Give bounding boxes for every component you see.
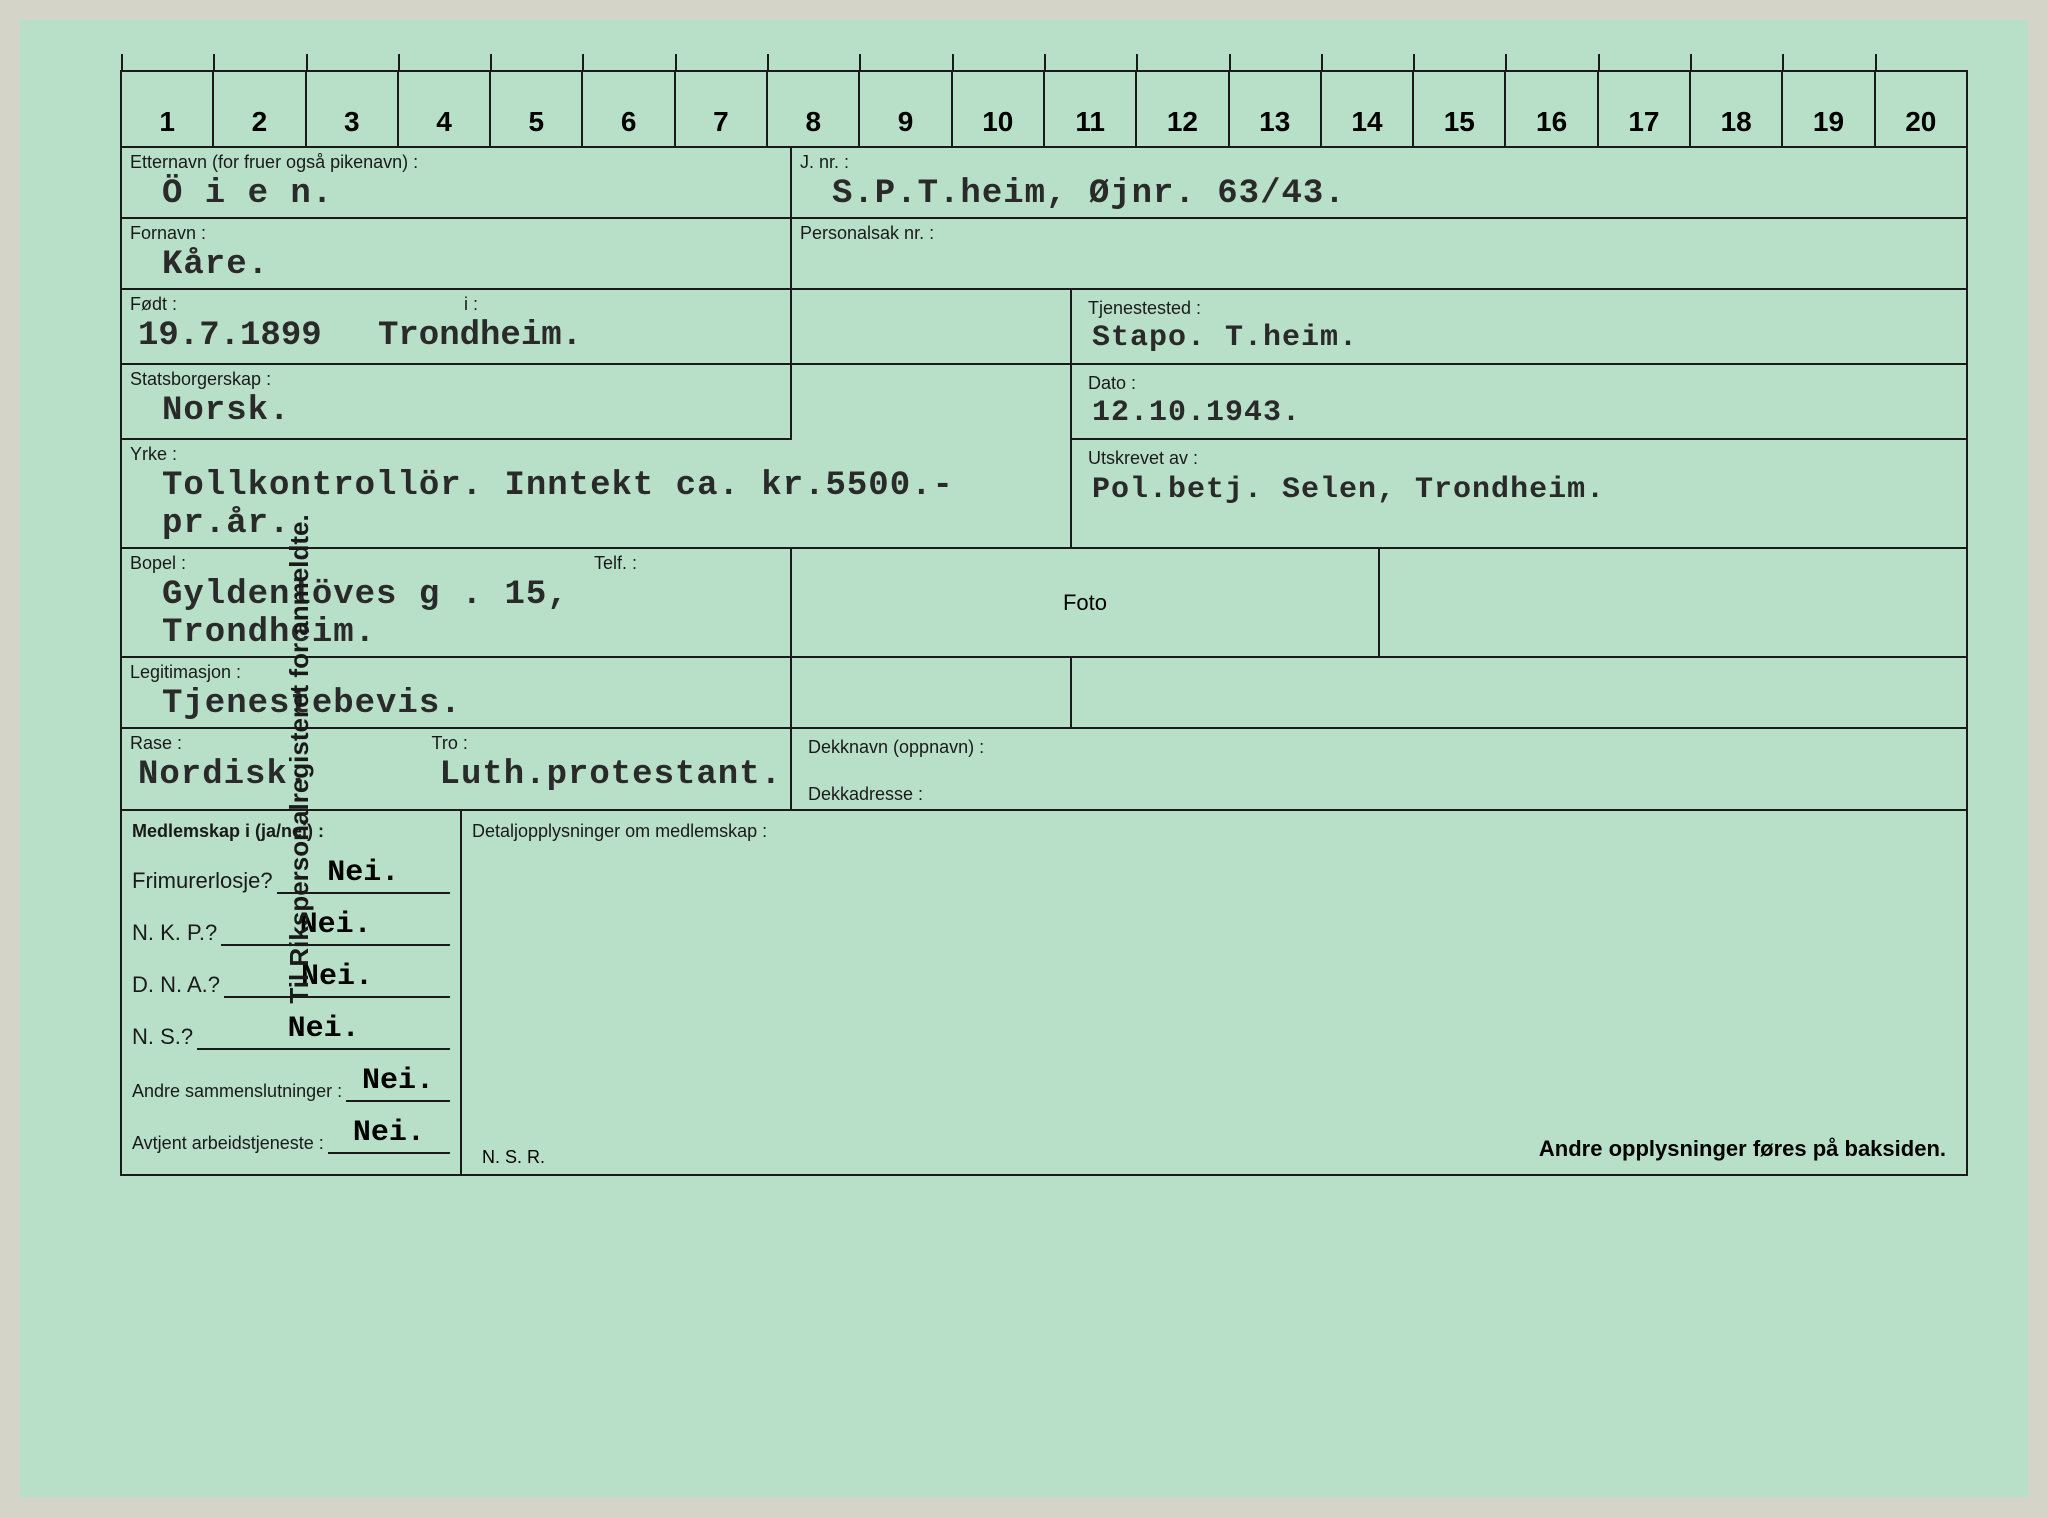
value-etternavn: Ö i e n. bbox=[122, 173, 790, 217]
value-tro: Luth.protestant. bbox=[424, 754, 790, 798]
label-dekknavn: Dekknavn (oppnavn) : bbox=[800, 733, 1958, 758]
label-detaljopp: Detaljopplysninger om medlemskap : bbox=[472, 817, 1956, 842]
label-legitimasjon: Legitimasjon : bbox=[122, 658, 790, 683]
label-andre: Andre sammenslutninger : bbox=[132, 1082, 346, 1102]
value-dato: 12.10.1943. bbox=[1080, 394, 1958, 434]
label-foto: Foto bbox=[1063, 590, 1107, 616]
ruler-cell: 16 bbox=[1504, 70, 1596, 146]
ruler-cell: 14 bbox=[1320, 70, 1412, 146]
value-jnr: S.P.T.heim, Øjnr. 63/43. bbox=[792, 173, 1966, 217]
ruler-cell: 6 bbox=[581, 70, 673, 146]
ruler-cell: 8 bbox=[766, 70, 858, 146]
label-tro: Tro : bbox=[424, 729, 790, 754]
ruler-cell: 1 bbox=[120, 70, 212, 146]
ruler-row: 1 2 3 4 5 6 7 8 9 10 11 12 13 14 15 16 1… bbox=[120, 70, 1968, 148]
label-avtjent: Avtjent arbeidstjeneste : bbox=[132, 1134, 328, 1154]
ruler-cell: 9 bbox=[858, 70, 950, 146]
value-dna: Nei. bbox=[224, 960, 450, 998]
label-utskrevet: Utskrevet av : bbox=[1080, 444, 1958, 469]
value-fodt-i: Trondheim. bbox=[362, 315, 590, 359]
label-fornavn: Fornavn : bbox=[122, 219, 790, 244]
value-rase: Nordisk. bbox=[122, 754, 424, 798]
ruler-cell: 19 bbox=[1781, 70, 1873, 146]
label-baksiden: Andre opplysninger føres på baksiden. bbox=[1529, 1130, 1956, 1168]
ruler-cell: 13 bbox=[1228, 70, 1320, 146]
ruler-cell: 11 bbox=[1043, 70, 1135, 146]
ruler-cell: 2 bbox=[212, 70, 304, 146]
label-i: i : bbox=[456, 290, 790, 315]
ruler-cell: 18 bbox=[1689, 70, 1781, 146]
details-column: Detaljopplysninger om medlemskap : N. S.… bbox=[462, 811, 1966, 1174]
label-rase: Rase : bbox=[122, 729, 424, 754]
label-ns: N. S.? bbox=[132, 1024, 197, 1050]
label-nkp: N. K. P.? bbox=[132, 920, 221, 946]
value-tjenestested: Stapo. T.heim. bbox=[1080, 319, 1958, 359]
label-nsr: N. S. R. bbox=[482, 1147, 545, 1168]
value-ns: Nei. bbox=[197, 1012, 450, 1050]
ruler-cell: 5 bbox=[489, 70, 581, 146]
value-fornavn: Kåre. bbox=[122, 244, 790, 288]
ruler-cell: 3 bbox=[305, 70, 397, 146]
value-andre: Nei. bbox=[346, 1064, 450, 1102]
label-dato: Dato : bbox=[1080, 369, 1958, 394]
side-label: Til Rikspersonalregisteret for anmeldte. bbox=[284, 514, 315, 1003]
value-avtjent: Nei. bbox=[328, 1116, 450, 1154]
value-personalsak bbox=[792, 244, 1966, 282]
label-statsborgerskap: Statsborgerskap : bbox=[122, 365, 790, 390]
value-statsborgerskap: Norsk. bbox=[122, 390, 790, 434]
value-legitimasjon: Tjenestebevis. bbox=[122, 683, 790, 727]
label-tjenestested: Tjenestested : bbox=[1080, 294, 1958, 319]
label-jnr: J. nr. : bbox=[792, 148, 1966, 173]
value-yrke: Tollkontrollör. Inntekt ca. kr.5500.- pr… bbox=[122, 465, 1070, 547]
value-nkp: Nei. bbox=[221, 908, 450, 946]
form-body: Etternavn (for fruer også pikenavn) : Ö … bbox=[120, 148, 1968, 1176]
value-fodt: 19.7.1899 bbox=[122, 315, 362, 359]
ruler-cell: 15 bbox=[1412, 70, 1504, 146]
label-dekkadresse: Dekkadresse : bbox=[800, 780, 1958, 805]
ruler-cell: 20 bbox=[1874, 70, 1968, 146]
value-utskrevet: Pol.betj. Selen, Trondheim. bbox=[1080, 469, 1958, 514]
label-frimurer: Frimurerlosje? bbox=[132, 868, 277, 894]
ruler-cell: 7 bbox=[674, 70, 766, 146]
foto-box: Foto bbox=[792, 549, 1380, 656]
ruler-cell: 12 bbox=[1135, 70, 1227, 146]
label-etternavn: Etternavn (for fruer også pikenavn) : bbox=[122, 148, 790, 173]
label-telf: Telf. : bbox=[590, 549, 790, 574]
value-bopel: Gyldenlöves g . 15, Trondheim. bbox=[122, 574, 790, 656]
label-yrke: Yrke : bbox=[122, 440, 1070, 465]
label-bopel: Bopel : bbox=[122, 549, 590, 574]
label-fodt: Født : bbox=[122, 290, 456, 315]
ruler-cell: 4 bbox=[397, 70, 489, 146]
label-dna: D. N. A.? bbox=[132, 972, 224, 998]
ruler-cell: 10 bbox=[951, 70, 1043, 146]
label-personalsak: Personalsak nr. : bbox=[792, 219, 1966, 244]
ruler-cell: 17 bbox=[1597, 70, 1689, 146]
registration-card: Til Rikspersonalregisteret for anmeldte.… bbox=[20, 20, 2028, 1497]
